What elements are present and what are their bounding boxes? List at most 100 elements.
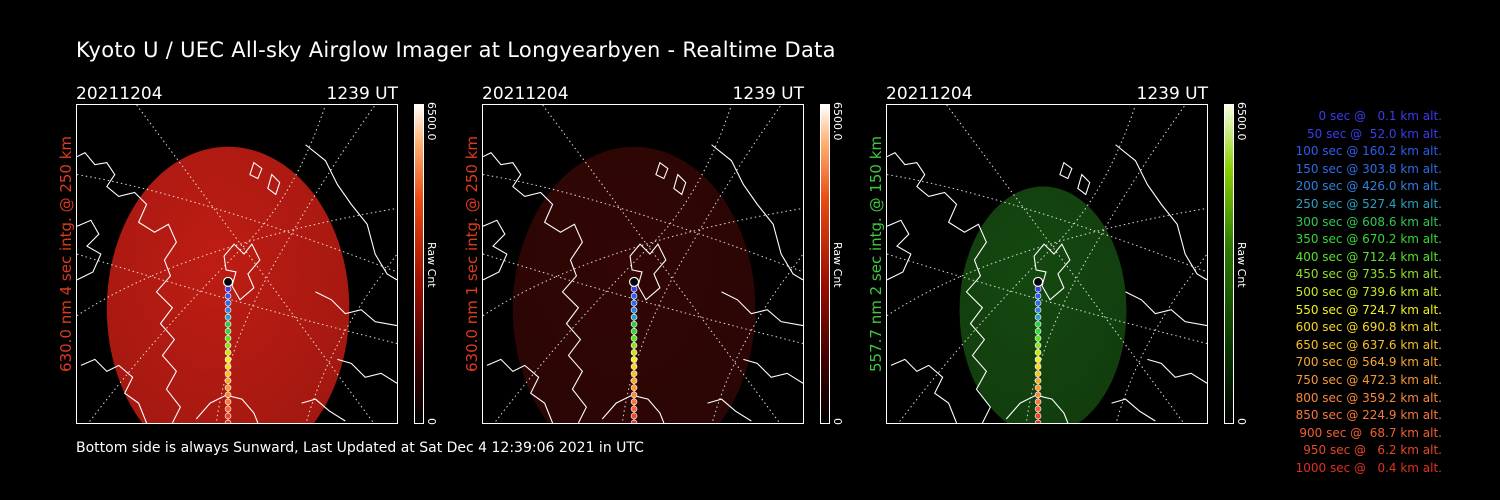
trajectory-start-marker <box>222 276 234 287</box>
coastline <box>315 291 397 327</box>
trajectory-point <box>630 398 638 406</box>
coastline <box>1125 291 1207 327</box>
coastline <box>1005 394 1069 423</box>
colorbar-min-label: 0 <box>1235 418 1248 425</box>
grid-line <box>1115 253 1207 423</box>
trajectory-start-marker <box>1032 276 1044 287</box>
legend-row: 600 sec @ 690.8 km alt. <box>1295 320 1442 335</box>
trajectory-point <box>630 320 638 328</box>
trajectory-point <box>630 349 638 356</box>
coastline <box>601 394 665 423</box>
grid-line <box>136 105 375 423</box>
coastline <box>711 144 803 281</box>
trajectory-point <box>224 313 232 321</box>
trajectory-point <box>630 412 638 420</box>
trajectory-point <box>630 342 638 349</box>
coastline <box>301 398 346 422</box>
airglow-region <box>959 186 1127 423</box>
allsky-image <box>886 104 1208 424</box>
coastline <box>223 243 261 301</box>
trajectory-point <box>224 377 232 384</box>
allsky-image <box>482 104 804 424</box>
trajectory-point <box>630 405 638 413</box>
coastline <box>1147 358 1207 384</box>
coastline <box>337 358 397 384</box>
trajectory-point <box>630 363 638 370</box>
colorbar-unit-label: Raw Cnt <box>425 242 438 288</box>
trajectory-point <box>1034 391 1042 399</box>
grid-line <box>305 253 397 423</box>
coastline <box>195 394 259 423</box>
footer-status: Bottom side is always Sunward, Last Upda… <box>76 440 644 456</box>
coastline <box>707 398 752 422</box>
coastline <box>743 358 803 384</box>
panel-ylabel: 630.0 nm 1 sec intg. @ 250 km <box>463 135 481 372</box>
coastline <box>1033 243 1071 301</box>
trajectory-point <box>1034 370 1042 377</box>
grid-line <box>946 105 1185 423</box>
trajectory-point <box>1034 299 1042 307</box>
coastline <box>486 358 554 423</box>
coastline <box>1077 173 1091 196</box>
trajectory-point <box>1034 398 1042 406</box>
grid-line <box>483 174 803 273</box>
legend-row: 300 sec @ 608.6 km alt. <box>1295 214 1442 229</box>
trajectory-point <box>224 356 232 363</box>
colorbar <box>1224 104 1234 424</box>
allsky-image <box>76 104 398 424</box>
trajectory-point <box>224 306 232 314</box>
grid-line <box>621 105 782 423</box>
trajectory-point <box>224 398 232 406</box>
trajectory-start-marker <box>628 276 640 287</box>
trajectory-point <box>630 313 638 321</box>
coastline <box>887 152 991 423</box>
trajectory-point <box>224 335 232 342</box>
trajectory-point <box>224 412 232 420</box>
trajectory-point <box>630 391 638 399</box>
coastline <box>267 173 281 196</box>
allsky-map <box>483 105 803 423</box>
trajectory-point <box>224 370 232 377</box>
coastline <box>673 173 687 196</box>
legend-row: 850 sec @ 224.9 km alt. <box>1295 408 1442 423</box>
legend-row: 350 sec @ 670.2 km alt. <box>1295 232 1442 247</box>
panel-time: 1239 UT <box>326 84 399 104</box>
coastline <box>77 219 102 281</box>
allsky-map <box>887 105 1207 423</box>
trajectory-point <box>1034 405 1042 413</box>
grid-line <box>887 253 1207 344</box>
panel-630-1sec: 20211204 1239 UT <box>482 84 830 429</box>
legend-row: 800 sec @ 359.2 km alt. <box>1295 390 1442 405</box>
trajectory-point <box>1034 363 1042 370</box>
trajectory-point <box>224 299 232 307</box>
trajectory-point <box>224 384 232 392</box>
coastline <box>305 144 397 281</box>
trajectory-point <box>1034 292 1042 300</box>
panel-time: 1239 UT <box>1136 84 1209 104</box>
coastline <box>887 219 912 281</box>
panel-date: 20211204 <box>482 84 569 104</box>
trajectory-point <box>224 327 232 335</box>
trajectory-point <box>1034 349 1042 356</box>
trajectory-point <box>1034 412 1042 420</box>
coastline <box>80 358 148 423</box>
legend-row: 50 sec @ 52.0 km alt. <box>1307 126 1442 141</box>
panel-ylabel: 630.0 nm 4 sec intg. @ 250 km <box>57 135 75 372</box>
trajectory-point <box>1034 320 1042 328</box>
colorbar-min-label: 0 <box>831 418 844 425</box>
page-title: Kyoto U / UEC All-sky Airglow Imager at … <box>76 38 836 62</box>
grid-line <box>711 253 803 423</box>
trajectory-point <box>224 320 232 328</box>
coastline <box>483 219 508 281</box>
legend-row: 500 sec @ 739.6 km alt. <box>1295 284 1442 299</box>
legend-row: 100 sec @ 160.2 km alt. <box>1295 144 1442 159</box>
coastline <box>483 152 587 423</box>
colorbar <box>414 104 424 424</box>
panel-date: 20211204 <box>76 84 163 104</box>
panel-time: 1239 UT <box>732 84 805 104</box>
legend-row: 0 sec @ 0.1 km alt. <box>1318 109 1443 123</box>
grid-line <box>483 207 803 317</box>
colorbar-max-label: 6500.0 <box>1235 102 1248 141</box>
grid-line <box>887 207 1207 317</box>
trajectory-point <box>224 349 232 356</box>
